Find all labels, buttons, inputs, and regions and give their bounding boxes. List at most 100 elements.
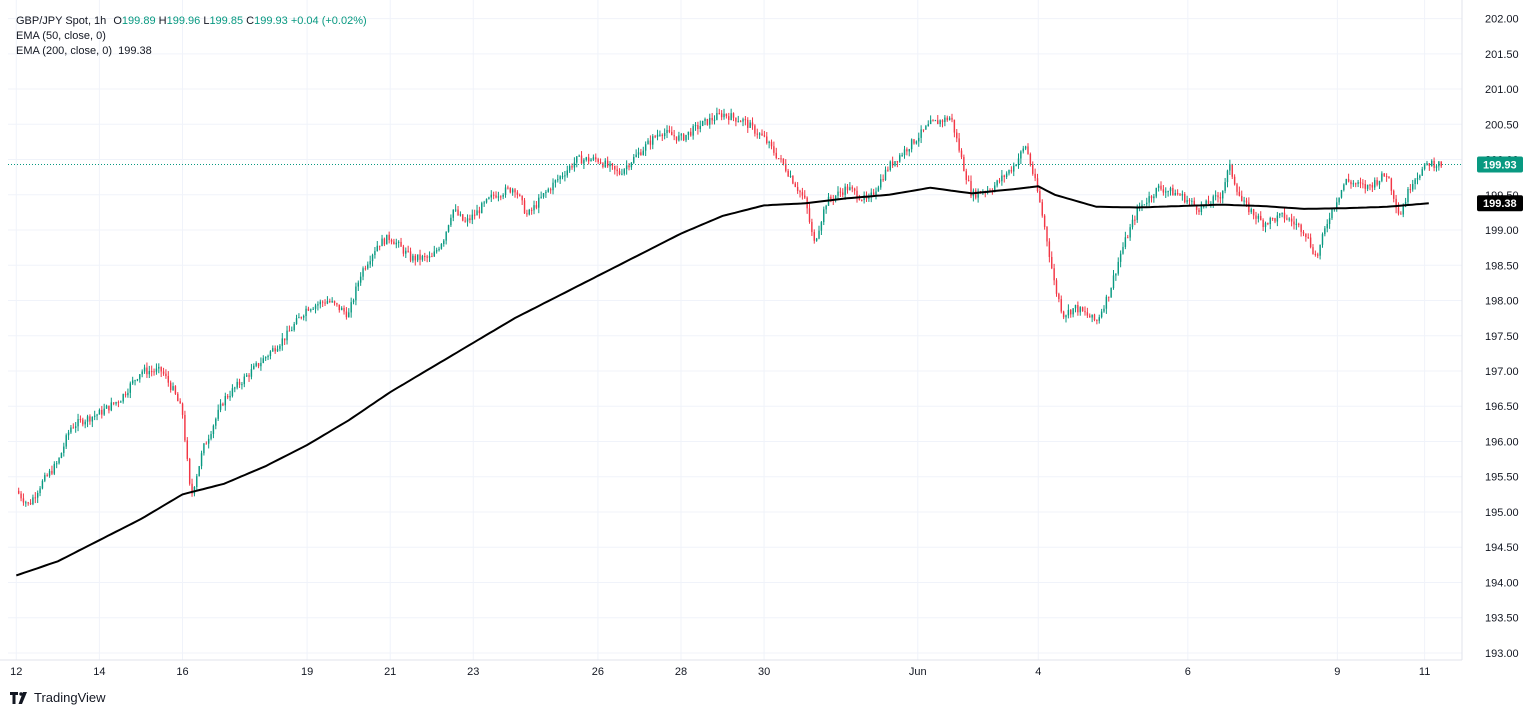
candle-body [1079,307,1081,313]
candle-body [1165,191,1167,193]
candle-body [526,213,528,215]
candle-body [899,155,901,162]
candle-body [509,187,511,193]
candle-body [426,256,428,258]
candle-body [1404,201,1407,207]
candle-body [177,393,179,402]
candle-body [91,416,94,422]
candle-body [122,394,124,402]
candle-body [823,209,825,223]
tradingview-logo-icon [10,691,27,704]
candle-body [58,457,60,464]
candle-body [1053,268,1055,281]
price-axis[interactable]: 202.00201.50201.00200.50200.00199.50199.… [1461,0,1519,660]
candle-body [690,131,692,136]
candle-body [1032,164,1034,174]
candle-body [1328,218,1331,224]
candle-body [1331,209,1333,219]
candle-body [395,242,397,245]
candle-body [435,250,438,252]
candle-body [207,438,210,444]
candle-body [1352,183,1355,185]
candle-body [464,220,466,222]
candle-body [471,214,473,221]
candle-body [694,125,697,127]
candle-body [108,405,110,411]
candle-body [1051,256,1053,269]
candle-body [1108,296,1110,298]
y-tick-label: 199.00 [1485,225,1519,237]
candle-body [1362,183,1364,185]
last-price-text: 199.93 [1483,159,1517,171]
candle-body [120,401,122,403]
candle-body [260,362,262,367]
candle-body [350,302,352,313]
candle-body [906,149,908,152]
candle-body [1238,191,1241,196]
candle-body [1431,160,1433,166]
candle-body [1423,163,1426,170]
candle-body [1290,218,1293,222]
candle-body [317,304,319,306]
candle-body [789,176,792,178]
candle-body [561,176,564,178]
candle-body [1255,215,1257,219]
candle-body [1336,202,1338,208]
candle-body [179,401,181,404]
candle-body [773,146,775,153]
candle-body [103,408,105,415]
candle-body [1302,231,1305,234]
candle-body [1157,185,1160,188]
candle-body [1369,184,1371,186]
candle-body [34,497,37,499]
candle-body [725,113,728,117]
candle-body [1357,182,1359,184]
candle-body [1409,189,1412,191]
candle-body [511,189,514,193]
candle-body [834,195,837,200]
candle-body [191,483,193,494]
candle-body [1169,187,1172,192]
symbol-label[interactable]: GBP/JPY Spot, 1h [16,15,107,27]
candle-body [300,317,303,319]
candle-body [994,185,996,192]
candle-body [174,386,177,394]
candle-body [1162,189,1165,193]
candle-body [820,222,823,231]
ema50-row[interactable]: EMA (50, close, 0) [16,29,367,44]
candle-body [1217,195,1219,198]
candle-body [421,256,424,260]
candle-body [573,162,576,168]
candle-body [1343,184,1345,191]
candle-body [801,192,804,196]
candle-body [1043,215,1046,227]
candle-body [153,371,155,373]
candle-body [1416,177,1419,180]
candle-body [1039,191,1041,203]
candle-body [763,135,766,137]
candle-body [649,140,652,145]
candle-body [267,356,269,358]
candle-body [1062,311,1065,318]
candle-body [948,117,951,121]
candle-body [1041,202,1043,216]
candle-body [877,187,880,192]
candle-body [1340,190,1343,198]
tradingview-logo[interactable]: TradingView [10,690,106,705]
candle-body [497,196,500,198]
candle-body [663,133,666,137]
candle-body [1438,161,1440,167]
x-tick-label: Jun [909,666,927,678]
candle-body [756,133,758,135]
time-axis[interactable]: 12 14 16 19 21 23 26 28 30 Jun 4 6 9 11 [0,659,1462,678]
candle-body [93,415,96,417]
y-tick-label: 201.50 [1485,49,1519,61]
candle-body [1005,173,1008,177]
close-label: C [246,15,255,27]
ema200-row[interactable]: EMA (200, close, 0) 199.38 [16,44,367,59]
candle-body [856,190,858,199]
candle-body [735,117,737,122]
candle-body [1366,184,1369,189]
candle-body [481,203,483,214]
